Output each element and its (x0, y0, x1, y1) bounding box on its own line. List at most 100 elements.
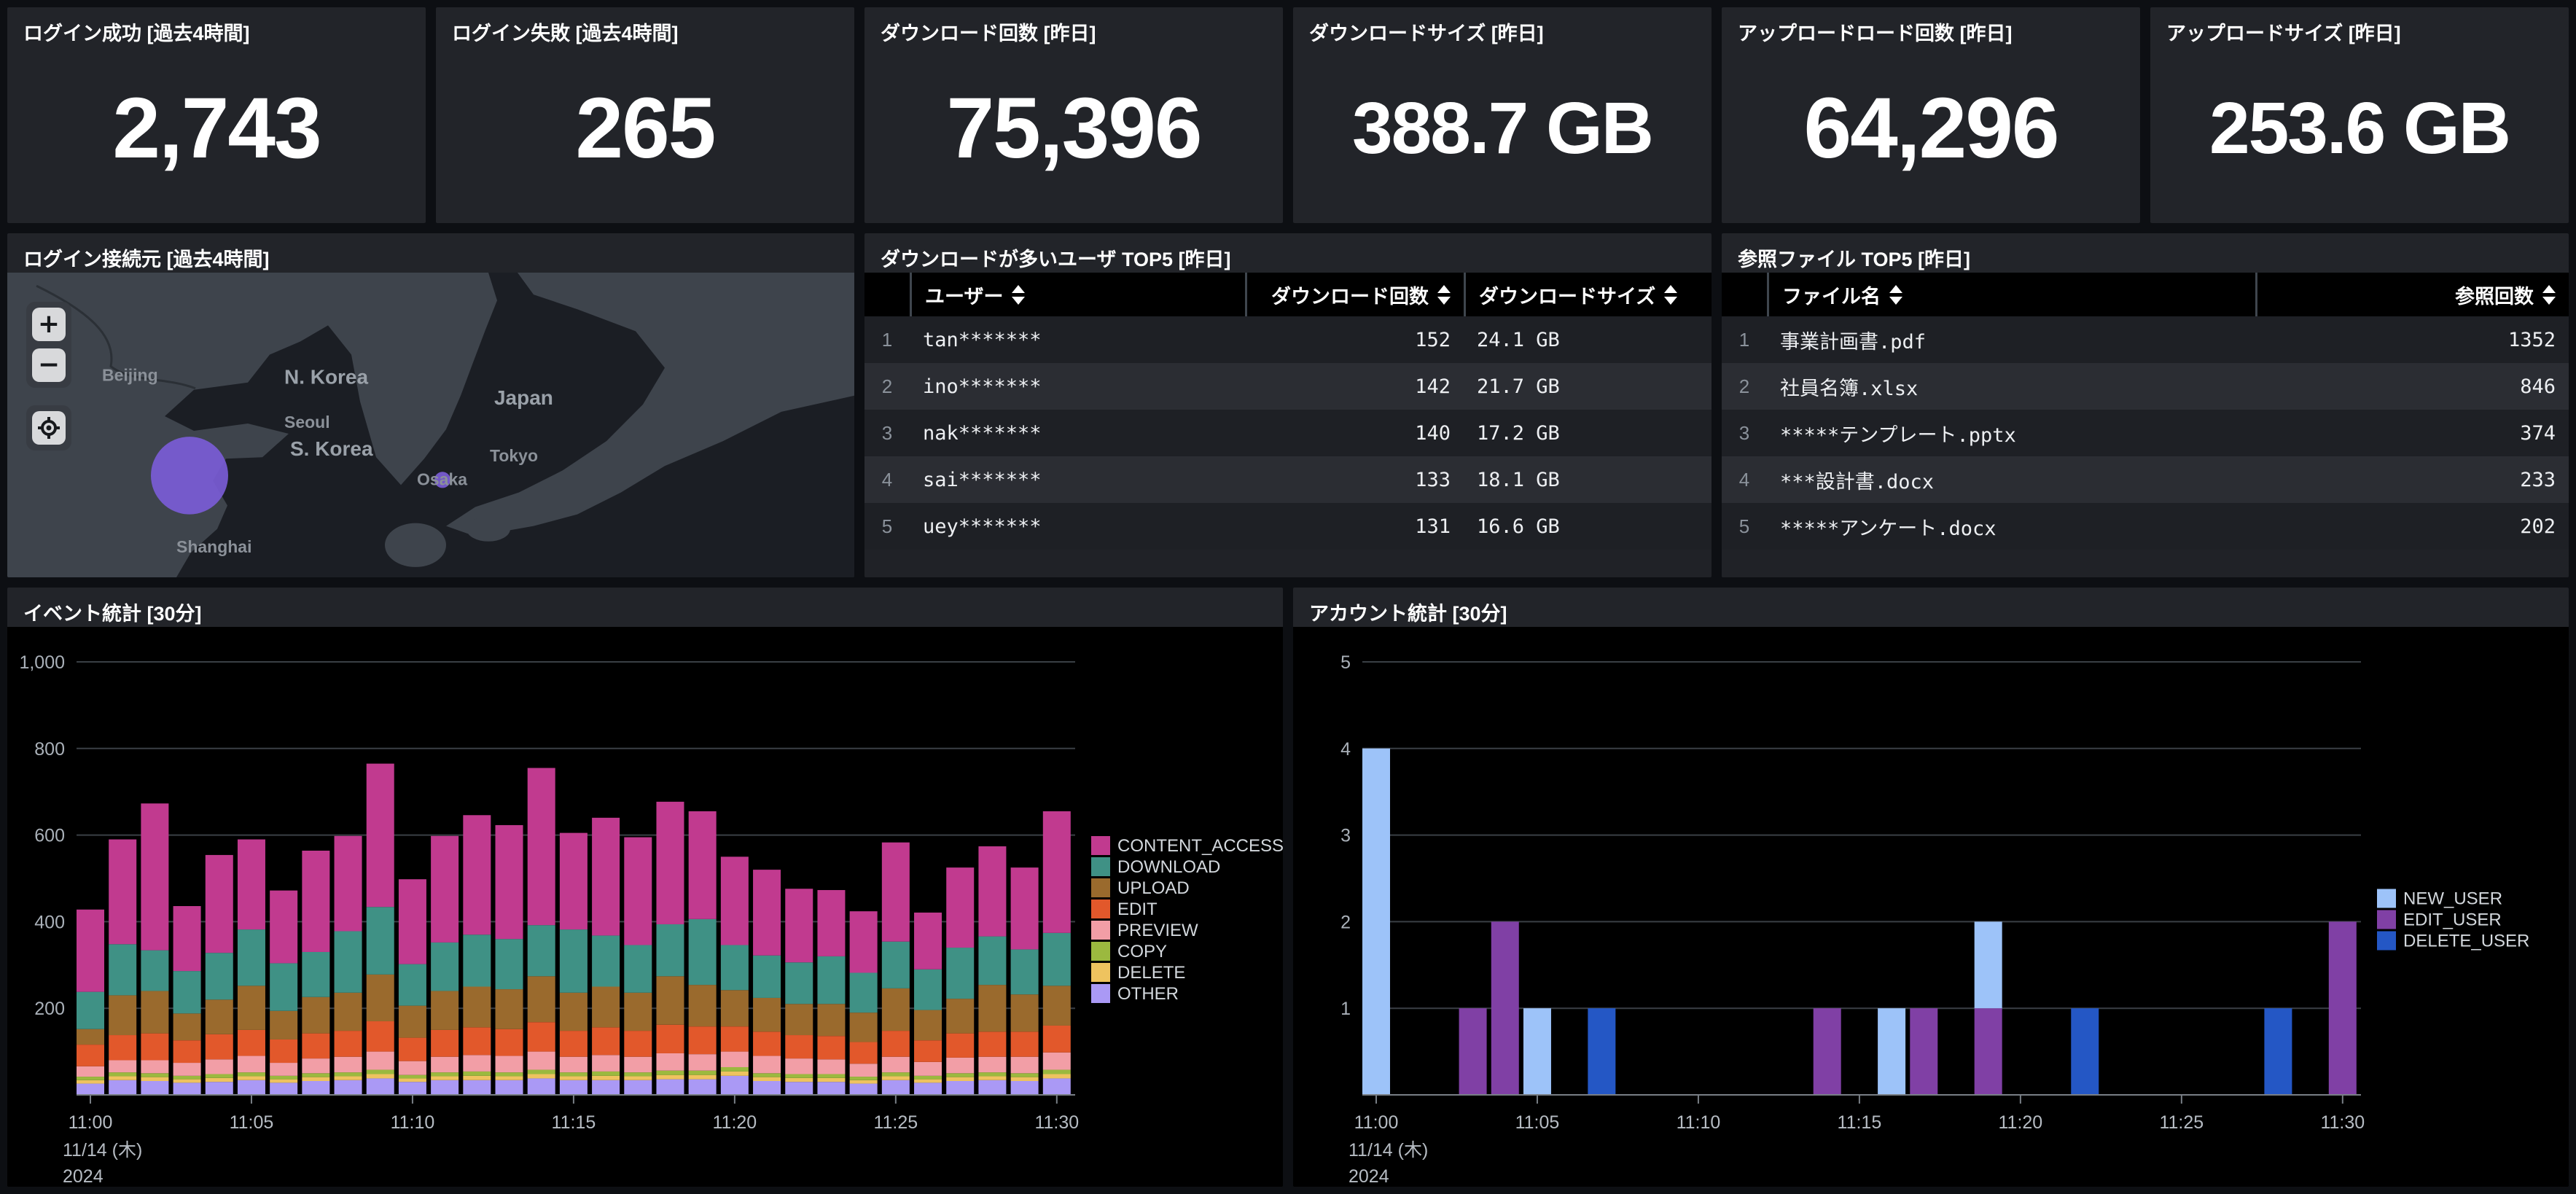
table-row: 3 *****テンプレート.pptx 374 (1722, 410, 2569, 456)
download-bar (431, 942, 459, 991)
other-bar (527, 1078, 555, 1095)
x-tick-label: 11:25 (2159, 1112, 2204, 1133)
stat-panel-upload-count: アップロードロード回数 [昨日] 64,296 (1722, 7, 2140, 223)
delete-bar (302, 1077, 330, 1081)
table-cell: uey******* (923, 515, 1042, 538)
download-bar (109, 944, 137, 996)
legend-item[interactable]: DELETE_USER (2377, 931, 2529, 951)
preview-bar (559, 1056, 588, 1073)
upload-bar (463, 986, 491, 1028)
upload-bar (849, 1012, 878, 1042)
zoom-in-button[interactable]: + (32, 308, 66, 341)
preview-bar (205, 1059, 233, 1074)
map-label-tokyo: Tokyo (490, 446, 538, 465)
legend-item[interactable]: CONTENT_ACCESS (1091, 836, 1283, 856)
column-header[interactable]: ダウンロード回数 (1245, 273, 1464, 316)
delete-bar (946, 1077, 975, 1081)
column-header[interactable]: ユーザー (910, 273, 1245, 316)
preview-bar (753, 1056, 781, 1074)
delete-bar (559, 1076, 588, 1080)
login-location-marker-large[interactable] (151, 437, 228, 515)
edit-bar (656, 1024, 684, 1053)
account-stats-chart[interactable]: 1 2 3 4 5 11:00 11:05 11:10 11:15 11:20 11:25 11:30… (1293, 627, 2569, 1187)
landmass-shikoku (467, 516, 510, 542)
row-rank: 4 (881, 468, 893, 491)
download-bar (334, 931, 362, 993)
edit-bar (237, 1029, 265, 1056)
legend-label: EDIT (1117, 900, 1158, 919)
x-tick-label: 11:10 (391, 1112, 435, 1133)
download-bar (656, 924, 684, 977)
preview-bar (173, 1063, 201, 1076)
new_user-bar (1974, 921, 2002, 1009)
legend-item[interactable]: PREVIEW (1091, 921, 1198, 940)
map-label-n-korea: N. Korea (284, 366, 368, 389)
legend-item[interactable]: COPY (1091, 942, 1167, 961)
preview-bar (237, 1056, 265, 1073)
map-canvas[interactable]: Beijing N. Korea Japan Seoul S. Korea To… (7, 273, 854, 577)
y-tick-label: 3 (1340, 826, 1351, 846)
table-cell: 社員名簿.xlsx (1780, 377, 1919, 400)
edit-bar (592, 1027, 620, 1056)
map[interactable]: Beijing N. Korea Japan Seoul S. Korea To… (7, 273, 854, 577)
x-axis-date-label: 2024 (63, 1166, 104, 1187)
preview-bar (109, 1060, 137, 1073)
upload-bar (334, 992, 362, 1031)
download-bar (77, 991, 104, 1029)
legend-item[interactable]: EDIT (1091, 900, 1158, 919)
other-bar (1010, 1080, 1039, 1095)
login-location-marker-small[interactable] (434, 472, 450, 488)
content_access-bar (946, 867, 975, 948)
other-bar (302, 1080, 330, 1095)
content_access-bar (334, 835, 362, 932)
event-stats-chart[interactable]: 200 400 600 800 1,000 11:00 11:05 11:10 11:15 11:… (7, 627, 1283, 1187)
legend-item[interactable]: EDIT_USER (2377, 910, 2502, 930)
edit-bar (1010, 1031, 1039, 1057)
upload-bar (559, 992, 588, 1031)
sort-icon[interactable] (1437, 284, 1451, 305)
delete-bar (77, 1080, 104, 1084)
legend-item[interactable]: DELETE (1091, 963, 1185, 983)
sort-icon[interactable] (2542, 284, 2556, 305)
y-tick-label: 200 (34, 999, 65, 1019)
sort-icon[interactable] (1889, 284, 1902, 305)
map-label-s-korea: S. Korea (290, 437, 373, 460)
upload-bar (753, 997, 781, 1032)
column-header[interactable]: ファイル名 (1767, 273, 2255, 316)
copy-bar (785, 1074, 813, 1078)
content_access-bar (431, 835, 459, 943)
legend-item[interactable]: DOWNLOAD (1091, 857, 1220, 877)
download-bar (237, 929, 265, 986)
legend-item[interactable]: OTHER (1091, 984, 1179, 1004)
download-bar (398, 964, 426, 1006)
copy-bar (849, 1077, 878, 1080)
delete-bar (914, 1079, 942, 1083)
other-bar (205, 1082, 233, 1095)
other-bar (173, 1082, 201, 1095)
map-label-seoul: Seoul (284, 413, 330, 432)
download-bar (914, 969, 942, 1010)
sort-icon[interactable] (1664, 284, 1678, 305)
delete-bar (334, 1076, 362, 1080)
edit-bar (914, 1040, 942, 1062)
zoom-out-button[interactable]: − (32, 348, 66, 382)
sort-icon[interactable] (1012, 284, 1026, 305)
column-header-label: ダウンロードサイズ (1479, 285, 1656, 308)
edit-bar (302, 1033, 330, 1059)
users-top5-table: ユーザー ダウンロード回数 ダウンロードサイズ 1 tan******* 152 24.1 … (864, 273, 1712, 577)
edit-bar (688, 1026, 717, 1055)
legend-item[interactable]: NEW_USER (2377, 889, 2502, 909)
edit-bar (559, 1031, 588, 1057)
column-header[interactable]: ダウンロードサイズ (1464, 273, 1712, 316)
download-bar (624, 945, 652, 993)
landmass-japan (446, 273, 854, 536)
table-row: 2 ino******* 142 21.7 GB (864, 363, 1712, 410)
other-bar (366, 1078, 394, 1095)
legend-item[interactable]: UPLOAD (1091, 878, 1190, 898)
legend-swatch (1091, 857, 1110, 876)
delete-bar (978, 1076, 1007, 1080)
column-header[interactable]: 参照回数 (2255, 273, 2569, 316)
locate-icon[interactable] (32, 411, 66, 445)
other-bar (978, 1080, 1007, 1095)
